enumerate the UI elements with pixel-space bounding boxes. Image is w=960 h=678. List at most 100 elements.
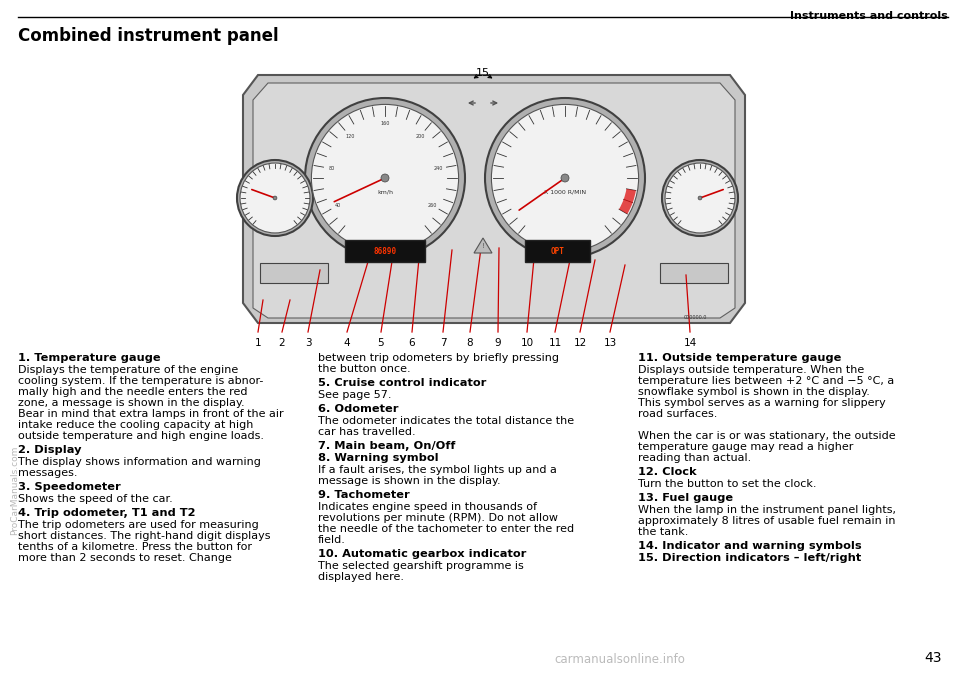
Text: field.: field.	[318, 535, 346, 545]
Text: temperature lies between +2 °C and −5 °C, a: temperature lies between +2 °C and −5 °C…	[638, 376, 895, 386]
Text: 8: 8	[467, 338, 473, 348]
Text: 80: 80	[328, 166, 334, 171]
Text: short distances. The right-hand digit displays: short distances. The right-hand digit di…	[18, 531, 271, 541]
Text: outside temperature and high engine loads.: outside temperature and high engine load…	[18, 431, 264, 441]
Text: 200: 200	[416, 134, 424, 139]
Text: message is shown in the display.: message is shown in the display.	[318, 476, 500, 486]
Text: 6. Odometer: 6. Odometer	[318, 404, 398, 414]
Circle shape	[561, 174, 569, 182]
Text: 2: 2	[278, 338, 285, 348]
Text: The display shows information and warning: The display shows information and warnin…	[18, 457, 261, 467]
Text: This symbol serves as a warning for slippery: This symbol serves as a warning for slip…	[638, 398, 886, 408]
Text: Turn the button to set the clock.: Turn the button to set the clock.	[638, 479, 817, 489]
Circle shape	[237, 160, 313, 236]
Text: revolutions per minute (RPM). Do not allow: revolutions per minute (RPM). Do not all…	[318, 513, 558, 523]
Text: Displays outside temperature. When the: Displays outside temperature. When the	[638, 365, 864, 375]
Text: 260: 260	[427, 203, 437, 207]
Text: 12. Clock: 12. Clock	[638, 467, 697, 477]
Text: Indicates engine speed in thousands of: Indicates engine speed in thousands of	[318, 502, 537, 512]
Text: reading than actual.: reading than actual.	[638, 453, 752, 463]
Text: !: !	[482, 243, 485, 249]
Text: 13: 13	[604, 338, 616, 348]
Text: When the lamp in the instrument panel lights,: When the lamp in the instrument panel li…	[638, 505, 896, 515]
FancyBboxPatch shape	[260, 263, 328, 283]
Text: 7: 7	[440, 338, 446, 348]
Text: 11. Outside temperature gauge: 11. Outside temperature gauge	[638, 353, 841, 363]
Polygon shape	[474, 238, 492, 253]
Text: ProCarManuals.com: ProCarManuals.com	[10, 445, 19, 535]
Text: 14. Indicator and warning symbols: 14. Indicator and warning symbols	[638, 541, 862, 551]
Text: displayed here.: displayed here.	[318, 572, 404, 582]
Text: 9. Tachometer: 9. Tachometer	[318, 490, 410, 500]
Circle shape	[662, 160, 738, 236]
Text: 5: 5	[377, 338, 384, 348]
Text: 10. Automatic gearbox indicator: 10. Automatic gearbox indicator	[318, 549, 526, 559]
Text: intake reduce the cooling capacity at high: intake reduce the cooling capacity at hi…	[18, 420, 253, 430]
Text: carmanualsonline.info: carmanualsonline.info	[555, 653, 685, 666]
Text: snowflake symbol is shown in the display.: snowflake symbol is shown in the display…	[638, 387, 870, 397]
Text: 86890: 86890	[373, 247, 396, 256]
Text: 240: 240	[434, 166, 444, 171]
FancyBboxPatch shape	[345, 240, 425, 262]
Text: 160: 160	[380, 121, 390, 126]
Text: 14: 14	[684, 338, 697, 348]
Text: more than 2 seconds to reset. Change: more than 2 seconds to reset. Change	[18, 553, 232, 563]
Text: See page 57.: See page 57.	[318, 390, 392, 400]
Text: messages.: messages.	[18, 468, 78, 478]
Circle shape	[492, 104, 638, 252]
Text: The trip odometers are used for measuring: The trip odometers are used for measurin…	[18, 520, 259, 530]
Text: km/h: km/h	[377, 190, 393, 195]
Text: 15. Direction indicators – left/right: 15. Direction indicators – left/right	[638, 553, 861, 563]
Text: If a fault arises, the symbol lights up and a: If a fault arises, the symbol lights up …	[318, 465, 557, 475]
Circle shape	[311, 104, 459, 252]
Text: 3. Speedometer: 3. Speedometer	[18, 482, 121, 492]
Circle shape	[665, 163, 735, 233]
Text: 1: 1	[254, 338, 261, 348]
Text: the button once.: the button once.	[318, 364, 411, 374]
Text: road surfaces.: road surfaces.	[638, 409, 717, 419]
Text: the tank.: the tank.	[638, 527, 688, 537]
Text: 15: 15	[476, 68, 490, 78]
Text: approximately 8 litres of usable fuel remain in: approximately 8 litres of usable fuel re…	[638, 516, 896, 526]
Text: 4. Trip odometer, T1 and T2: 4. Trip odometer, T1 and T2	[18, 508, 196, 518]
Text: Displays the temperature of the engine: Displays the temperature of the engine	[18, 365, 238, 375]
Text: Combined instrument panel: Combined instrument panel	[18, 27, 278, 45]
Text: car has travelled.: car has travelled.	[318, 427, 416, 437]
Text: mally high and the needle enters the red: mally high and the needle enters the red	[18, 387, 248, 397]
Circle shape	[698, 196, 702, 200]
Text: tenths of a kilometre. Press the button for: tenths of a kilometre. Press the button …	[18, 542, 252, 552]
Text: OPT: OPT	[551, 247, 564, 256]
Circle shape	[273, 196, 276, 200]
Text: 8. Warning symbol: 8. Warning symbol	[318, 453, 439, 463]
Text: 12: 12	[573, 338, 587, 348]
Text: 11: 11	[548, 338, 562, 348]
Text: X 1000 R/MIN: X 1000 R/MIN	[544, 190, 586, 195]
Circle shape	[240, 163, 310, 233]
Text: The odometer indicates the total distance the: The odometer indicates the total distanc…	[318, 416, 574, 426]
Text: 6: 6	[409, 338, 416, 348]
Text: temperature gauge may read a higher: temperature gauge may read a higher	[638, 442, 853, 452]
Text: 3: 3	[304, 338, 311, 348]
Text: the needle of the tachometer to enter the red: the needle of the tachometer to enter th…	[318, 524, 574, 534]
Text: 13. Fuel gauge: 13. Fuel gauge	[638, 493, 733, 503]
Wedge shape	[619, 189, 636, 214]
Text: 10: 10	[520, 338, 534, 348]
Text: Instruments and controls: Instruments and controls	[790, 11, 948, 21]
Text: 9: 9	[494, 338, 501, 348]
Text: 5. Cruise control indicator: 5. Cruise control indicator	[318, 378, 487, 388]
Circle shape	[381, 174, 389, 182]
FancyBboxPatch shape	[525, 240, 590, 262]
Text: Shows the speed of the car.: Shows the speed of the car.	[18, 494, 173, 504]
Text: The selected gearshift programme is: The selected gearshift programme is	[318, 561, 524, 571]
Text: Bear in mind that extra lamps in front of the air: Bear in mind that extra lamps in front o…	[18, 409, 283, 419]
Circle shape	[485, 98, 645, 258]
Text: 43: 43	[924, 651, 942, 665]
Text: 40: 40	[335, 203, 341, 207]
Text: 4: 4	[344, 338, 350, 348]
FancyBboxPatch shape	[660, 263, 728, 283]
Text: 1. Temperature gauge: 1. Temperature gauge	[18, 353, 160, 363]
Text: 120: 120	[346, 134, 354, 139]
Text: 7. Main beam, On/Off: 7. Main beam, On/Off	[318, 441, 455, 451]
Text: zone, a message is shown in the display.: zone, a message is shown in the display.	[18, 398, 245, 408]
Text: 2. Display: 2. Display	[18, 445, 82, 455]
